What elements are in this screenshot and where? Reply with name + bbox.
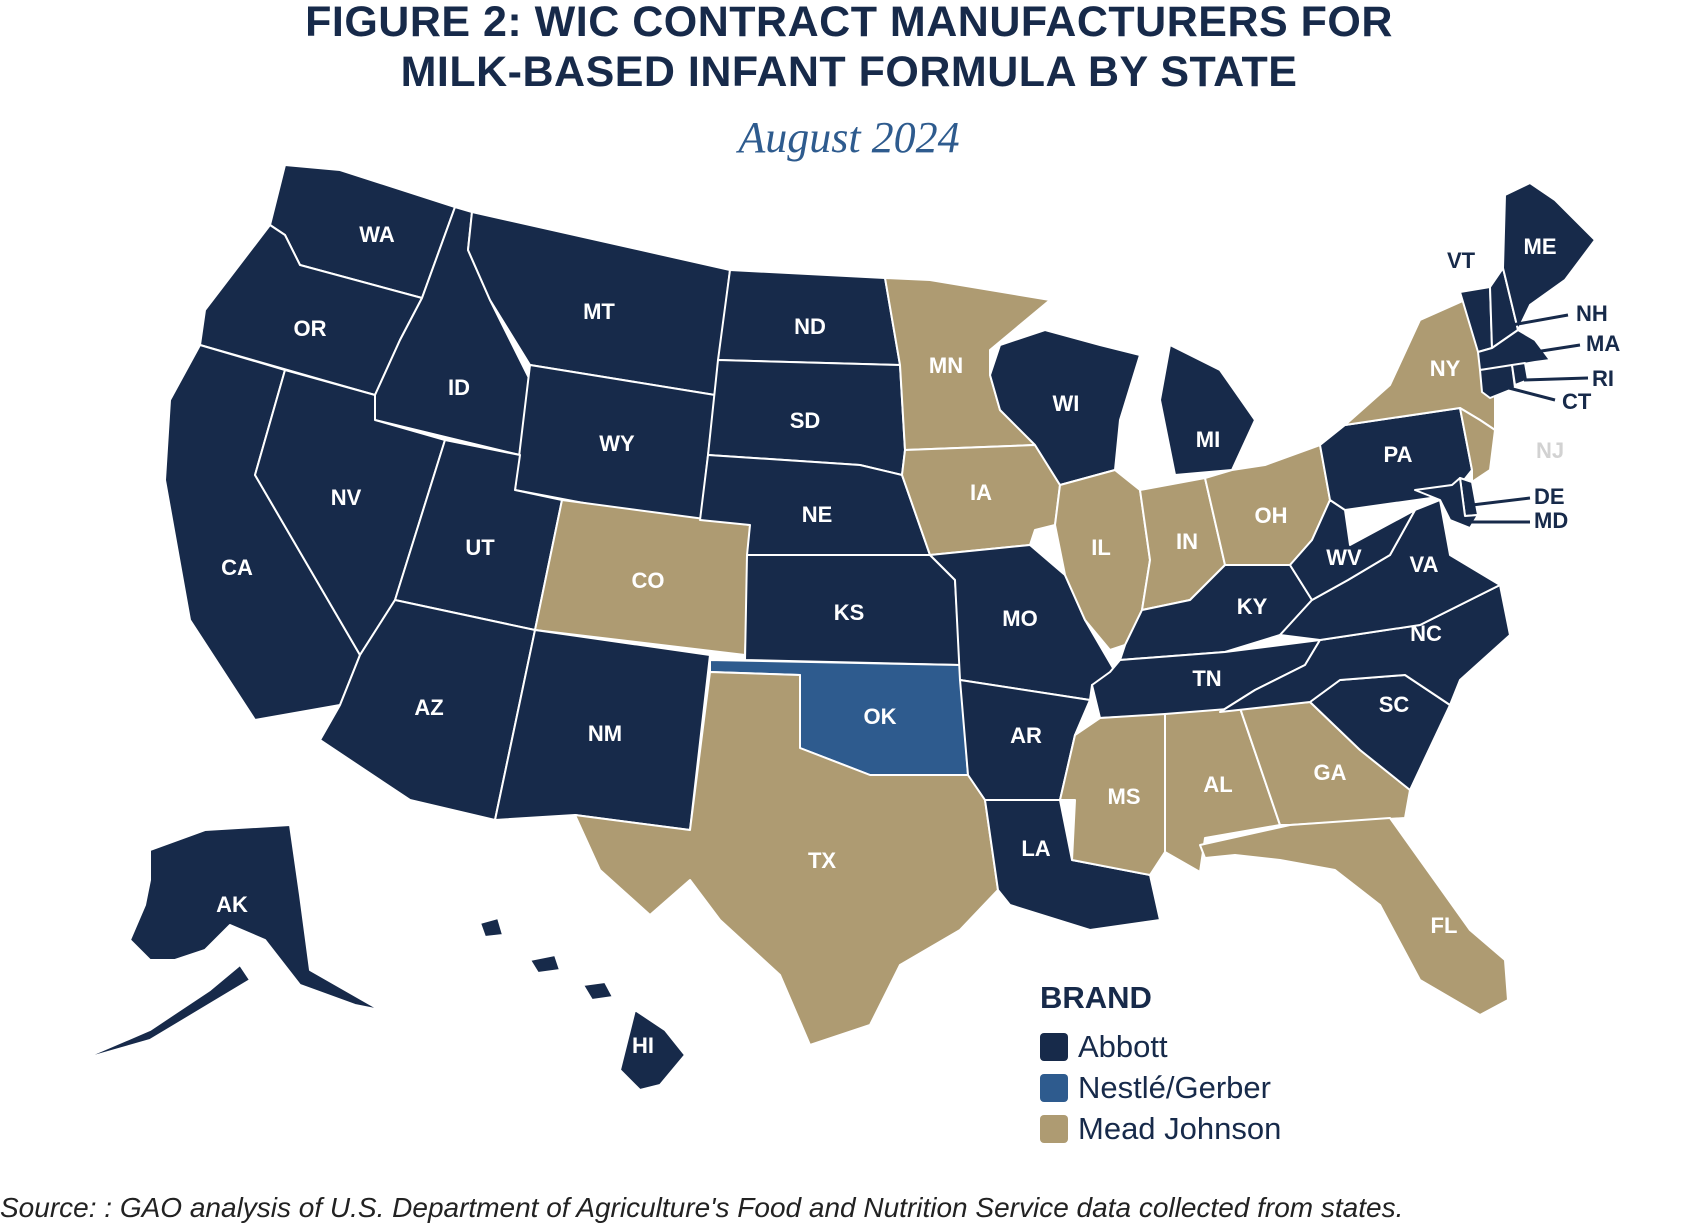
- label-mt: MT: [583, 299, 615, 324]
- label-wy: WY: [599, 431, 635, 456]
- label-ut: UT: [465, 535, 495, 560]
- label-ny: NY: [1430, 356, 1461, 381]
- label-hi: HI: [632, 1033, 654, 1058]
- state-fl: [1199, 817, 1509, 1016]
- label-ky: KY: [1237, 594, 1268, 619]
- legend: BRAND Abbott Nestlé/Gerber Mead Johnson: [1040, 980, 1281, 1149]
- label-co: CO: [632, 568, 665, 593]
- label-ne: NE: [802, 502, 833, 527]
- legend-item-mead-johnson: Mead Johnson: [1040, 1108, 1281, 1149]
- label-pa: PA: [1384, 442, 1413, 467]
- legend-swatch-nestle-gerber: [1040, 1073, 1068, 1102]
- legend-item-abbott: Abbott: [1040, 1026, 1281, 1067]
- label-ct: CT: [1562, 389, 1592, 414]
- label-nd: ND: [794, 314, 826, 339]
- label-tn: TN: [1192, 666, 1221, 691]
- us-map: WA OR CA ID NV MT WY UT AZ CO NM ND SD N…: [79, 164, 1620, 1091]
- leader-line-ri: [1523, 376, 1589, 382]
- label-id: ID: [448, 375, 470, 400]
- label-ia: IA: [970, 480, 992, 505]
- label-az: AZ: [414, 695, 443, 720]
- label-wi: WI: [1053, 391, 1080, 416]
- label-il: IL: [1091, 535, 1111, 560]
- label-ga: GA: [1314, 760, 1347, 785]
- legend-item-nestle-gerber: Nestlé/Gerber: [1040, 1067, 1281, 1108]
- source-note: Source: : GAO analysis of U.S. Departmen…: [0, 1192, 1404, 1223]
- label-in: IN: [1176, 529, 1198, 554]
- label-nj: NJ: [1536, 438, 1564, 463]
- label-mn: MN: [929, 353, 963, 378]
- label-oh: OH: [1255, 503, 1288, 528]
- state-ct: [1479, 364, 1516, 399]
- label-ca: CA: [221, 555, 253, 580]
- label-or: OR: [294, 316, 327, 341]
- legend-label-nestle-gerber: Nestlé/Gerber: [1078, 1069, 1271, 1105]
- state-mi: [1159, 344, 1256, 476]
- label-va: VA: [1410, 552, 1439, 577]
- state-ak: [129, 824, 381, 1011]
- label-ar: AR: [1010, 723, 1042, 748]
- label-la: LA: [1021, 836, 1050, 861]
- state-hi-kauai: [479, 917, 504, 938]
- label-ma: MA: [1586, 331, 1620, 356]
- figure-title-line-2: MILK-BASED INFANT FORMULA BY STATE: [400, 48, 1298, 96]
- state-tx: [574, 671, 999, 1046]
- label-ri: RI: [1592, 366, 1614, 391]
- state-hi-maui: [582, 981, 614, 1001]
- label-de: DE: [1534, 484, 1565, 509]
- label-mi: MI: [1196, 427, 1220, 452]
- label-ks: KS: [834, 600, 865, 625]
- state-hi-oahu: [529, 954, 561, 974]
- legend-swatch-abbott: [1040, 1032, 1068, 1061]
- label-wv: WV: [1326, 545, 1362, 570]
- legend-swatch-mead-johnson: [1040, 1114, 1068, 1143]
- label-md: MD: [1534, 508, 1568, 533]
- label-nc: NC: [1410, 621, 1442, 646]
- state-ak-islands: [79, 964, 251, 1061]
- label-tx: TX: [808, 848, 836, 873]
- label-fl: FL: [1431, 913, 1458, 938]
- state-ri: [1511, 362, 1529, 386]
- state-nj: [1459, 407, 1496, 483]
- label-ok: OK: [864, 704, 897, 729]
- state-hi: [619, 1009, 686, 1091]
- figure-subtitle: August 2024: [738, 113, 960, 162]
- label-wa: WA: [359, 222, 395, 247]
- label-ms: MS: [1108, 784, 1141, 809]
- leader-line-ct: [1504, 385, 1556, 402]
- label-sd: SD: [790, 408, 821, 433]
- label-nv: NV: [331, 485, 362, 510]
- state-md: [1414, 477, 1479, 529]
- state-la: [984, 799, 1161, 931]
- label-nm: NM: [588, 721, 622, 746]
- label-me: ME: [1524, 234, 1557, 259]
- state-me: [1502, 182, 1596, 331]
- label-mo: MO: [1002, 606, 1037, 631]
- label-al: AL: [1203, 772, 1232, 797]
- label-ak: AK: [216, 892, 248, 917]
- legend-title: BRAND: [1040, 980, 1152, 1015]
- legend-label-abbott: Abbott: [1078, 1028, 1168, 1064]
- legend-label-mead-johnson: Mead Johnson: [1078, 1110, 1282, 1146]
- leader-line-nh: [1511, 313, 1569, 327]
- leader-line-de: [1471, 496, 1531, 507]
- figure-title-line-1: FIGURE 2: WIC CONTRACT MANUFACTURERS FOR: [305, 0, 1393, 46]
- label-sc: SC: [1379, 692, 1410, 717]
- leader-line-ma: [1534, 343, 1581, 354]
- label-vt: VT: [1447, 248, 1476, 273]
- label-nh: NH: [1576, 301, 1608, 326]
